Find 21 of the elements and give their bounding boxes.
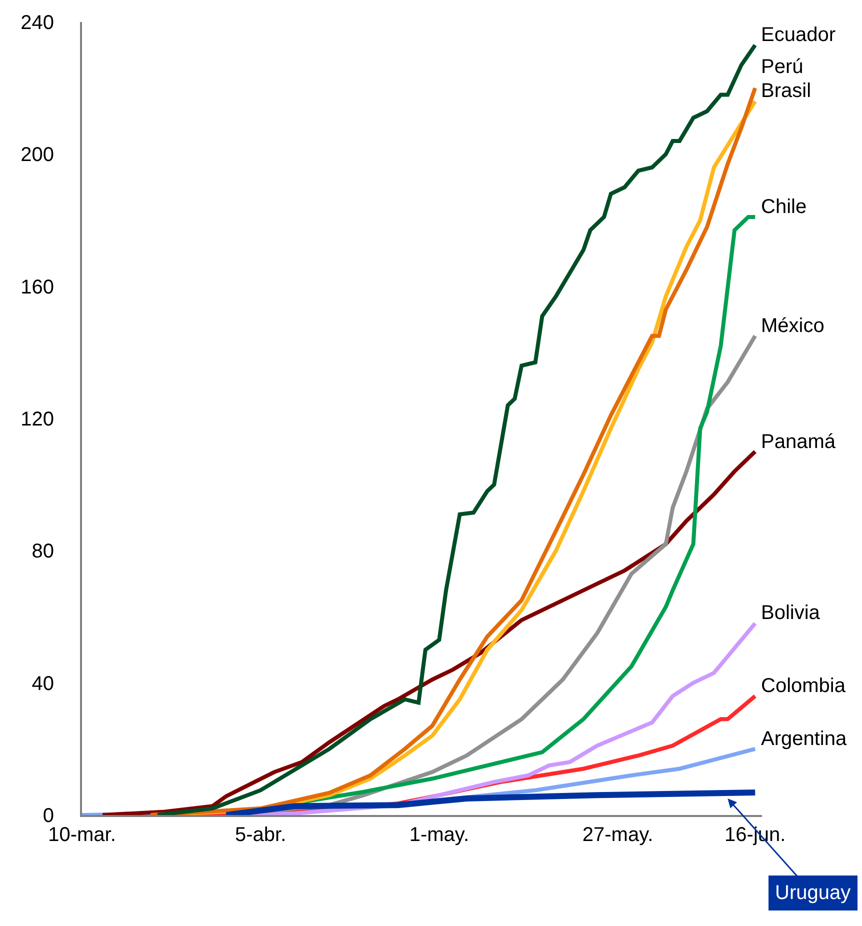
series-label: Brasil <box>761 80 812 102</box>
x-tick-label: 5-abr. <box>235 824 286 846</box>
x-tick-label: 27-may. <box>582 824 654 846</box>
series-label: Argentina <box>761 728 848 750</box>
y-tick-label: 80 <box>32 540 54 563</box>
series-label: Ecuador <box>761 24 836 46</box>
y-tick-label: 160 <box>20 276 54 298</box>
y-tick-label: 0 <box>42 805 54 827</box>
series-label: Chile <box>761 196 807 218</box>
x-tick-label: 1-may. <box>409 824 469 846</box>
series-label: México <box>761 315 824 337</box>
series-label: Colombia <box>761 675 846 697</box>
y-tick-label: 40 <box>32 672 54 695</box>
series-label: Bolivia <box>761 602 821 624</box>
y-tick-label: 120 <box>20 408 54 430</box>
y-tick-label: 200 <box>20 144 54 166</box>
y-tick-label: 240 <box>20 12 54 34</box>
x-tick-label: 10-mar. <box>48 824 116 846</box>
series-label: Perú <box>761 56 804 78</box>
series-label: Panamá <box>761 431 836 453</box>
annotation: Uruguay <box>775 882 851 904</box>
